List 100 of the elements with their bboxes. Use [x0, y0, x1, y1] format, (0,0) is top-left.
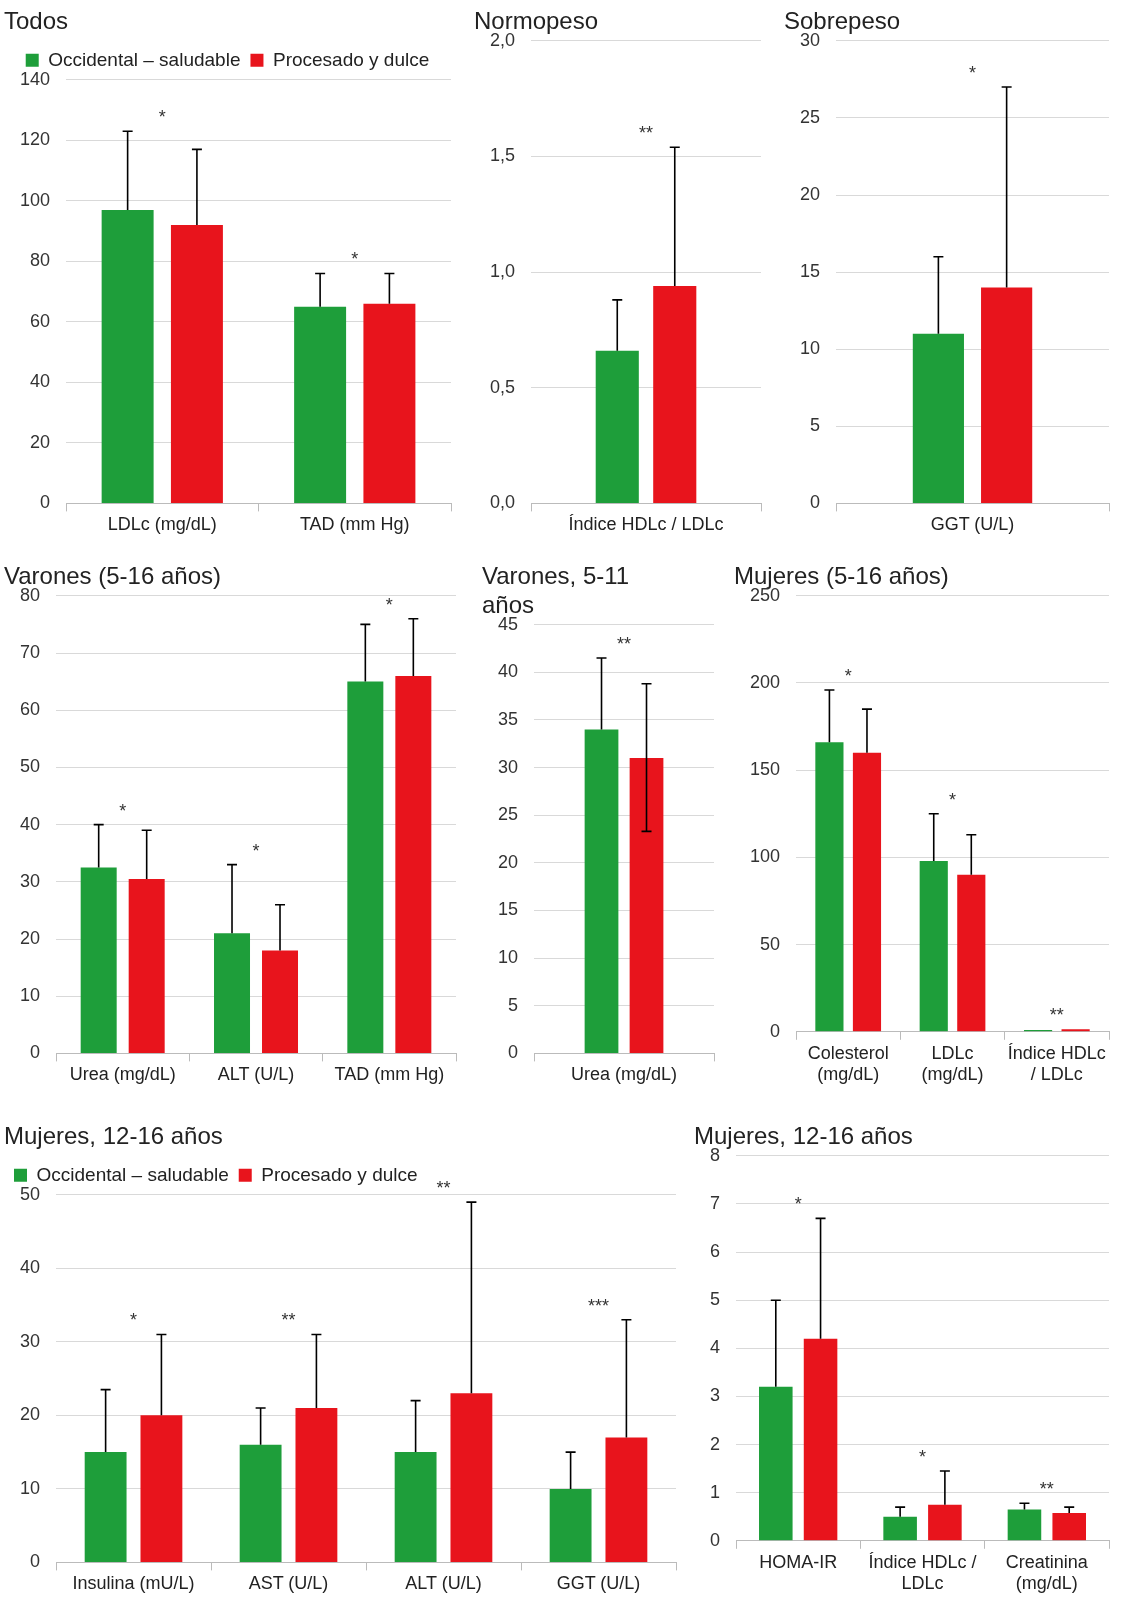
x-tick-label: Insulina (mU/L) — [72, 1573, 195, 1594]
bar — [214, 933, 251, 1053]
annotation: * — [351, 249, 359, 270]
y-tick-label: 5 — [810, 415, 821, 436]
bar — [394, 1452, 437, 1562]
x-tick-label: GGT (U/L) — [930, 514, 1015, 535]
y-tick-label: 6 — [710, 1241, 721, 1262]
annotation: *** — [587, 1295, 610, 1316]
bar — [919, 860, 948, 1032]
y-tick-label: 20 — [497, 851, 519, 872]
bar — [395, 675, 432, 1053]
y-tick-label: 40 — [30, 371, 51, 392]
y-tick-label: 60 — [30, 310, 51, 331]
y-tick-label: 0 — [30, 1042, 41, 1063]
annotation: ** — [436, 1178, 451, 1199]
y-tick-label: 100 — [749, 846, 781, 867]
y-tick-label: 25 — [497, 804, 519, 825]
annotation: * — [119, 800, 127, 821]
y-tick-label: 0 — [30, 1551, 41, 1572]
bar — [140, 1415, 183, 1562]
bar — [1007, 1509, 1042, 1541]
bar — [450, 1393, 493, 1562]
y-tick-label: 40 — [497, 661, 519, 682]
bar — [928, 1504, 962, 1541]
y-tick-label: 10 — [497, 947, 519, 968]
y-tick-label: 10 — [19, 985, 41, 1006]
y-tick-label: 150 — [749, 759, 781, 780]
y-tick-label: 80 — [19, 584, 41, 605]
y-tick-label: 0 — [810, 492, 821, 513]
legend-label: Procesado y dulce — [261, 1163, 418, 1185]
y-tick-label: 70 — [19, 641, 41, 662]
annotation: * — [969, 63, 977, 84]
annotation: ** — [617, 633, 632, 654]
annotation: * — [949, 789, 957, 810]
x-tick-label: LDLc (mg/dL) — [921, 1042, 984, 1085]
legend-label: Procesado y dulce — [272, 48, 430, 70]
bar — [1061, 1029, 1090, 1032]
bar — [84, 1452, 127, 1562]
bar — [295, 1408, 338, 1562]
annotation: * — [919, 1446, 927, 1467]
y-tick-label: 5 — [710, 1289, 721, 1310]
bar — [605, 1437, 648, 1562]
annotation: ** — [639, 123, 654, 144]
y-tick-label: 15 — [497, 899, 519, 920]
y-tick-label: 1,0 — [489, 261, 516, 282]
y-tick-label: 30 — [19, 870, 41, 891]
annotation: * — [385, 594, 393, 615]
y-tick-label: 40 — [19, 1257, 41, 1278]
y-tick-label: 40 — [19, 813, 41, 834]
y-tick-label: 30 — [497, 756, 519, 777]
y-tick-label: 30 — [19, 1330, 41, 1351]
x-tick-label: ALT (U/L) — [217, 1064, 295, 1085]
y-tick-label: 4 — [710, 1337, 721, 1358]
y-tick-label: 120 — [19, 129, 51, 150]
y-tick-label: 0 — [40, 492, 51, 513]
legend-label: Occidental – saludable — [36, 1163, 229, 1185]
annotation: * — [130, 1310, 138, 1331]
y-tick-label: 0 — [710, 1529, 721, 1550]
y-tick-label: 0,5 — [489, 376, 516, 397]
y-tick-label: 140 — [19, 68, 51, 89]
x-tick-label: TAD (mm Hg) — [334, 1064, 445, 1085]
y-tick-label: 100 — [19, 189, 51, 210]
y-tick-label: 35 — [497, 708, 519, 729]
y-tick-label: 0 — [508, 1042, 519, 1063]
x-tick-label: LDLc (mg/dL) — [107, 514, 217, 535]
y-tick-label: 7 — [710, 1192, 721, 1213]
bar — [262, 950, 299, 1053]
bar — [128, 878, 165, 1053]
annotation: ** — [1049, 1005, 1064, 1026]
chart-title: Mujeres, 12-16 años — [4, 1122, 223, 1150]
annotation: * — [794, 1194, 802, 1215]
y-tick-label: 25 — [799, 106, 821, 127]
x-tick-label: Índice HDLc / LDLc — [868, 1551, 977, 1594]
chart-title: Todos — [4, 7, 69, 35]
x-tick-label: HOMA-IR — [759, 1551, 838, 1572]
bar — [363, 303, 416, 503]
y-tick-label: 0,0 — [489, 492, 516, 513]
y-tick-label: 1,5 — [489, 145, 516, 166]
y-tick-label: 10 — [799, 338, 821, 359]
x-tick-label: Índice HDLc / LDLc — [568, 514, 724, 535]
bar — [347, 681, 384, 1053]
bar — [1052, 1512, 1086, 1541]
y-tick-label: 15 — [799, 261, 821, 282]
bar — [759, 1386, 793, 1541]
annotation: * — [844, 665, 852, 686]
annotation: ** — [281, 1310, 296, 1331]
y-tick-label: 60 — [19, 699, 41, 720]
y-tick-label: 200 — [749, 671, 781, 692]
y-tick-label: 2 — [710, 1433, 721, 1454]
chart-title: Mujeres (5-16 años) — [734, 562, 949, 590]
bar — [815, 742, 844, 1032]
bar — [294, 306, 347, 503]
y-tick-label: 20 — [19, 1404, 41, 1425]
x-tick-label: Colesterol (mg/dL) — [807, 1042, 889, 1085]
y-tick-label: 0 — [770, 1020, 781, 1041]
x-tick-label: GGT (U/L) — [556, 1573, 641, 1594]
y-tick-label: 50 — [19, 1183, 41, 1204]
y-tick-label: 1 — [710, 1481, 721, 1502]
x-tick-label: TAD (mm Hg) — [299, 514, 410, 535]
annotation: * — [252, 840, 260, 861]
